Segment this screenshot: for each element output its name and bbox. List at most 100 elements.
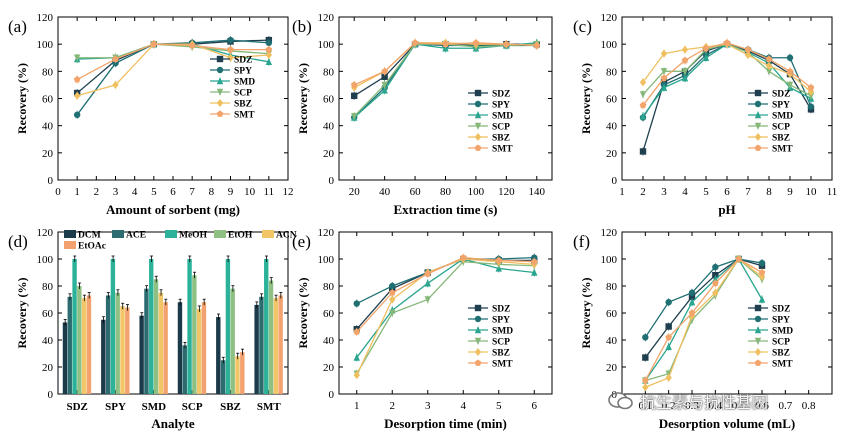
x-tick-label-a: 0 bbox=[55, 186, 61, 198]
data-point-sdz bbox=[381, 73, 388, 80]
legend-label-smd: SMD bbox=[234, 78, 255, 88]
legend-label-ace: ACE bbox=[126, 231, 146, 241]
data-point-spy bbox=[712, 263, 719, 271]
legend-swatch-etoh bbox=[214, 230, 226, 238]
legend-label-smd: SMD bbox=[492, 327, 513, 337]
data-point-smt bbox=[530, 258, 538, 265]
x-tick-label-f: 0.7 bbox=[778, 400, 792, 412]
data-point-smd bbox=[639, 112, 647, 120]
x-tick-label-f: 0.8 bbox=[802, 400, 816, 412]
y-tick-label-d: 60 bbox=[42, 308, 54, 320]
legend-marker-smt bbox=[474, 359, 482, 366]
bar-ace-sbz bbox=[220, 360, 226, 394]
panel-b: (b) 0 20 40 60 80 100 120 Recovery (%) Extraction… bbox=[292, 12, 553, 217]
data-point-smt bbox=[442, 40, 449, 48]
y-tick-label-c: 100 bbox=[601, 39, 618, 51]
x-tick-label-c: 7 bbox=[745, 186, 751, 198]
y-tick-label-c: 0 bbox=[612, 175, 618, 187]
plot-frame-d bbox=[57, 231, 289, 395]
series-line-smt bbox=[644, 258, 763, 381]
bar-dcm-scp bbox=[177, 302, 183, 394]
watermark-text: 抗生素与抗性基因 bbox=[640, 393, 769, 412]
data-point-sbz bbox=[765, 61, 773, 70]
x-tick-label-e: 6 bbox=[532, 400, 538, 412]
legend-label-smd: SMD bbox=[772, 327, 793, 337]
x-tick-label-b: 20 bbox=[349, 186, 361, 198]
bar-meoh-sdz bbox=[72, 259, 77, 394]
bar-etoh-smd bbox=[153, 279, 159, 394]
legend-label-scp: SCP bbox=[492, 123, 510, 133]
legend-label-scp: SCP bbox=[772, 338, 790, 348]
panel-label-d: (d) bbox=[8, 232, 28, 251]
series-line-sbz bbox=[76, 43, 269, 97]
y-tick-label-e: 120 bbox=[318, 227, 335, 239]
x-tick-label-d: SPY bbox=[105, 401, 126, 413]
x-tick-label-f: 0.1 bbox=[638, 400, 652, 412]
panel-label-a: (a) bbox=[8, 17, 27, 36]
data-point-scp bbox=[681, 68, 689, 76]
legend-label-sbz: SBZ bbox=[492, 349, 510, 359]
wechat-icon bbox=[608, 392, 633, 410]
data-point-sbz bbox=[265, 51, 273, 60]
x-axis-label-f: Desorption volume (mL) bbox=[659, 416, 796, 431]
bar-etoh-smt bbox=[268, 280, 274, 394]
legend-label-scp: SCP bbox=[234, 89, 252, 99]
data-point-smt bbox=[660, 74, 668, 81]
series-line-scp bbox=[642, 43, 812, 97]
x-tick-label-f: 0.3 bbox=[685, 400, 699, 412]
series-line-sbz bbox=[645, 258, 763, 388]
data-point-spy bbox=[758, 259, 766, 267]
data-point-smt bbox=[758, 268, 766, 276]
y-tick-label-e: 0 bbox=[329, 389, 335, 401]
data-point-smt bbox=[411, 39, 419, 46]
bar-ace-sdz bbox=[67, 296, 72, 394]
legend-label-etoh: EtOH bbox=[228, 231, 253, 241]
legend-marker-sbz bbox=[754, 348, 762, 356]
x-tick-label-a: 3 bbox=[113, 186, 119, 198]
data-point-smt bbox=[388, 289, 396, 296]
data-point-spy bbox=[353, 300, 360, 307]
legend-marker-sbz bbox=[754, 133, 762, 141]
x-tick-label-b: 80 bbox=[440, 186, 452, 198]
legend-label-smt: SMT bbox=[772, 145, 793, 155]
y-tick-label-a: 20 bbox=[42, 148, 54, 160]
data-point-smd bbox=[265, 57, 273, 66]
y-tick-label-d: 80 bbox=[42, 281, 54, 293]
data-point-scp bbox=[807, 92, 815, 100]
data-point-smt bbox=[424, 270, 432, 277]
legend-label-spy: SPY bbox=[234, 67, 252, 77]
y-tick-label-d: 20 bbox=[42, 362, 54, 374]
data-point-sbz bbox=[639, 78, 647, 87]
bar-dcm-smt bbox=[254, 304, 259, 394]
legend-marker-scp bbox=[474, 122, 482, 130]
series-spy-b bbox=[351, 40, 540, 122]
x-tick-label-f: 0.2 bbox=[662, 400, 676, 412]
data-point-smt bbox=[381, 67, 388, 75]
bar-acn-sbz bbox=[235, 356, 240, 394]
legend-marker-smd bbox=[474, 111, 482, 119]
y-tick-label-c: 40 bbox=[606, 121, 618, 133]
data-point-smt bbox=[495, 256, 503, 264]
data-point-smt bbox=[639, 101, 647, 109]
legend-label-sbz: SBZ bbox=[492, 134, 510, 144]
panel-f: (f) 0 20 40 60 80 100 120 Recovery (%) Desorption… bbox=[573, 227, 833, 431]
legend-marker-smd bbox=[754, 111, 762, 119]
legend-marker-scp bbox=[216, 88, 224, 96]
bar-dcm-sbz bbox=[216, 317, 221, 394]
y-tick-label-b: 120 bbox=[318, 12, 335, 24]
data-point-smt bbox=[681, 56, 689, 64]
x-axis-label-b: Extraction time (s) bbox=[394, 202, 498, 217]
data-point-smt bbox=[350, 81, 358, 88]
x-tick-label-a: 1 bbox=[74, 186, 80, 198]
data-point-smt bbox=[765, 55, 773, 62]
legend-d: DCM ACE MeOH EtOH ACN EtOAc bbox=[64, 230, 297, 252]
y-tick-label-f: 120 bbox=[601, 227, 618, 239]
y-tick-label-b: 80 bbox=[323, 66, 335, 78]
bar-ace-smt bbox=[259, 296, 264, 394]
series-line-spy bbox=[644, 258, 763, 338]
x-tick-label-f: 0.4 bbox=[708, 400, 722, 412]
series-smt-e bbox=[353, 253, 538, 336]
series-line-sbz bbox=[642, 43, 812, 93]
